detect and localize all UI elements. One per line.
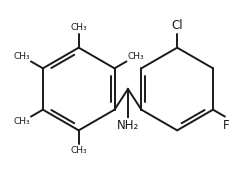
Text: CH₃: CH₃: [13, 52, 30, 61]
Text: CH₃: CH₃: [70, 146, 87, 155]
Text: CH₃: CH₃: [13, 117, 30, 126]
Text: Cl: Cl: [171, 19, 183, 32]
Text: F: F: [223, 118, 229, 132]
Text: NH₂: NH₂: [117, 118, 139, 132]
Text: CH₃: CH₃: [70, 23, 87, 32]
Text: CH₃: CH₃: [128, 52, 144, 61]
